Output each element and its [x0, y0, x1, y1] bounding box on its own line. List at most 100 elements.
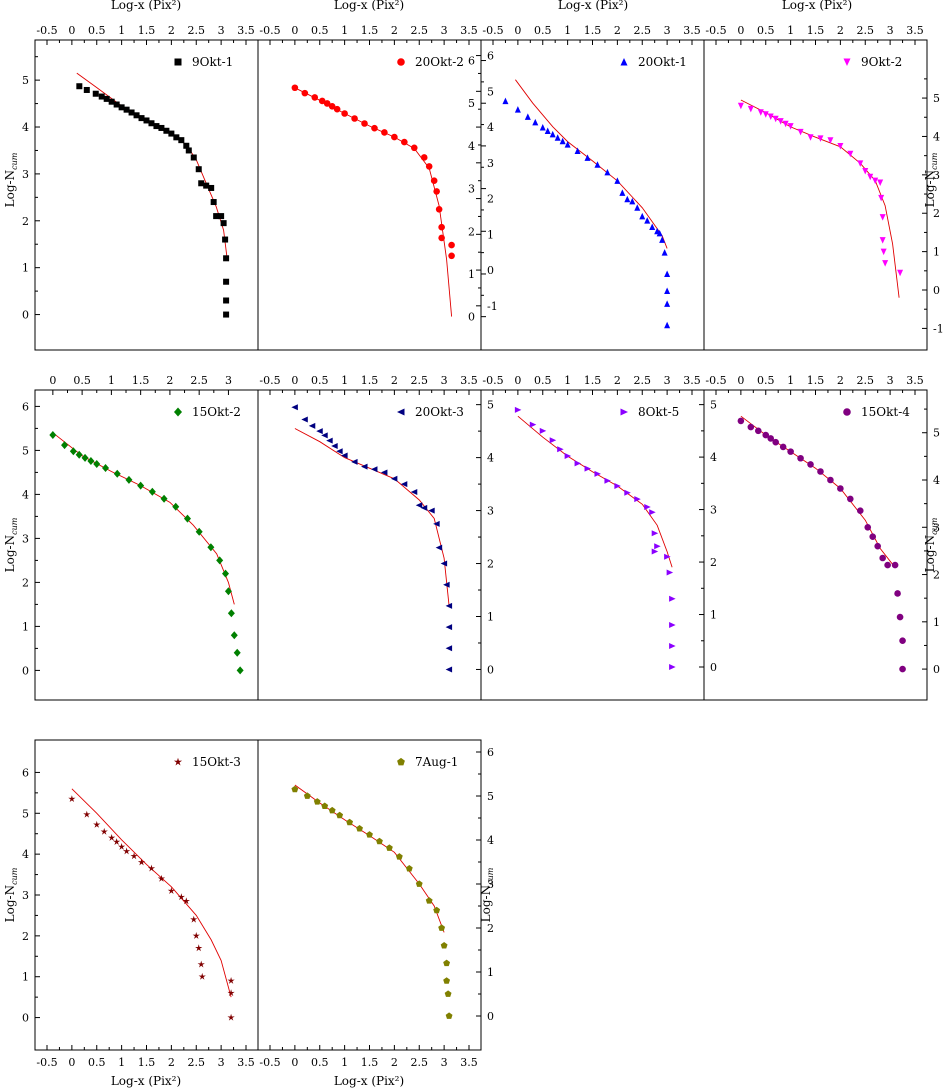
- data-point: [874, 542, 881, 550]
- x-tick-label: 2.5: [857, 24, 875, 37]
- data-point: [153, 123, 160, 130]
- x-tick-label: 0.5: [311, 1056, 329, 1069]
- data-point: [549, 130, 556, 138]
- fit-line: [740, 415, 896, 568]
- legend-label: 7Aug-1: [415, 755, 458, 769]
- data-point: [381, 129, 388, 136]
- data-point: [664, 300, 671, 307]
- data-point: [445, 624, 453, 631]
- data-point: [433, 520, 440, 527]
- data-point: [433, 906, 441, 914]
- y-tick-label: 5: [468, 97, 475, 110]
- y-tick-label: 5: [487, 790, 494, 803]
- y-tick-label: 2: [487, 193, 494, 206]
- data-point: [103, 95, 110, 102]
- data-point: [83, 86, 90, 93]
- data-point: [318, 97, 326, 105]
- y-tick-label: 2: [933, 569, 940, 582]
- y-tick-label: 3: [933, 169, 940, 182]
- data-point: [779, 443, 787, 451]
- x-tick-label: 0: [737, 24, 744, 37]
- data-point: [594, 161, 601, 168]
- data-point: [847, 150, 854, 158]
- top-xlabel-1: Log-x (Pix²): [111, 0, 181, 12]
- data-point: [410, 144, 418, 152]
- data-point: [177, 893, 185, 901]
- panel-frame: [703, 389, 928, 701]
- data-point: [49, 431, 57, 439]
- panel-frame: [703, 39, 928, 351]
- data-point: [624, 489, 631, 496]
- data-point: [443, 977, 451, 984]
- data-point: [440, 560, 448, 567]
- data-point: [69, 447, 77, 456]
- y-axis-label: Log-Ncum: [923, 517, 939, 572]
- legend-marker: [620, 408, 628, 416]
- y-tick-label: 2: [487, 558, 494, 571]
- data-point: [629, 197, 636, 205]
- data-point: [133, 112, 140, 119]
- data-point: [118, 104, 125, 111]
- y-tick-label: 5: [933, 427, 940, 440]
- data-point: [168, 130, 175, 137]
- y-tick-label: 1: [487, 611, 494, 624]
- panel-5: 0 0.5 1 1.5 2 2.5 3 0 1 2 3 4 5 6 15Okt-2 Log-Ncum: [3, 374, 259, 701]
- data-point: [762, 431, 770, 439]
- x-tick-label: 3: [441, 374, 448, 387]
- data-point: [664, 321, 671, 329]
- data-point: [514, 106, 521, 113]
- y-tick-label: 5: [710, 399, 717, 412]
- data-point: [351, 458, 358, 465]
- data-point: [445, 645, 453, 652]
- bottom-xlabel-2: Log-x (Pix²): [334, 1074, 404, 1088]
- panel-4: -0.5 0 0.5 1 1.5 2 2.5 3 3.5 -1 0 1 2 3 4 5 9Okt-2 Log-Nc…: [703, 24, 944, 351]
- data-point: [76, 83, 83, 90]
- data-point: [123, 106, 130, 113]
- data-point: [539, 427, 547, 434]
- y-tick-label: 0: [933, 284, 940, 297]
- x-tick-label: 3.5: [683, 24, 701, 37]
- fit-line: [740, 99, 900, 298]
- y-tick-label: 6: [22, 766, 29, 779]
- data-point: [584, 465, 592, 472]
- data-point: [158, 124, 165, 131]
- y-tick-label: 3: [487, 878, 494, 891]
- top-xlabel-2: Log-x (Pix²): [334, 0, 404, 12]
- x-tick-label: 0.5: [88, 24, 106, 37]
- data-point: [787, 123, 794, 130]
- data-point: [336, 448, 343, 455]
- data-point: [879, 554, 886, 562]
- data-point: [574, 460, 582, 467]
- x-tick-label: 3: [218, 24, 225, 37]
- y-tick-label: 5: [933, 92, 940, 105]
- x-tick-label: 1: [564, 24, 571, 37]
- y-tick-label: 4: [487, 834, 494, 847]
- data-point: [807, 134, 814, 141]
- data-point: [400, 481, 408, 488]
- y-tick-label: 0: [933, 663, 940, 676]
- y-tick-label: 4: [710, 451, 717, 464]
- x-tick-label: -0.5: [259, 374, 280, 387]
- data-point: [884, 561, 891, 569]
- data-point: [435, 544, 443, 551]
- data-point: [435, 206, 443, 213]
- data-point: [817, 135, 824, 142]
- x-tick-label: 2: [837, 374, 844, 387]
- x-tick-label: 2: [168, 24, 175, 37]
- data-point: [138, 115, 145, 122]
- x-tick-label: 3: [441, 24, 448, 37]
- legend-marker: [174, 407, 182, 417]
- data-point: [227, 1013, 235, 1021]
- data-point: [896, 613, 904, 621]
- data-point: [183, 142, 190, 149]
- y-tick-label: 2: [22, 215, 29, 228]
- x-tick-label: 3.5: [460, 1056, 478, 1069]
- data-point: [137, 858, 146, 866]
- x-tick-label: 2.5: [411, 374, 429, 387]
- x-tick-label: 2.5: [634, 374, 652, 387]
- data-point: [195, 166, 202, 173]
- data-point: [872, 177, 879, 185]
- legend-marker: [397, 408, 405, 416]
